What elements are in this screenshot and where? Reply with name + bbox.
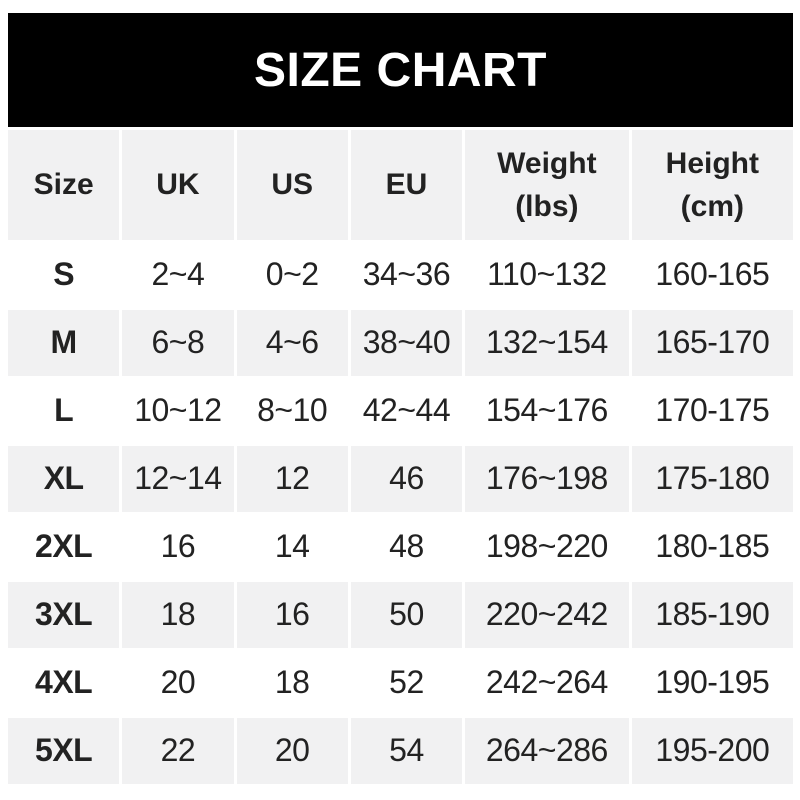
height-cell: 160-165 <box>631 242 793 308</box>
weight-cell: 154~176 <box>465 378 629 444</box>
column-header-weight-unit: (lbs) <box>515 190 579 223</box>
weight-cell: 110~132 <box>465 242 629 308</box>
size-cell: 3XL <box>8 582 120 648</box>
uk-cell: 6~8 <box>122 310 234 376</box>
weight-cell: 264~286 <box>465 718 629 784</box>
uk-cell: 22 <box>122 718 234 784</box>
eu-cell: 54 <box>350 718 463 784</box>
column-header-height-label: Height <box>665 146 759 180</box>
us-cell: 12 <box>236 446 348 512</box>
weight-cell: 198~220 <box>465 514 629 580</box>
size-cell: 5XL <box>8 718 120 784</box>
weight-cell: 176~198 <box>465 446 629 512</box>
column-header-size: Size <box>8 130 120 240</box>
size-cell: XL <box>8 446 120 512</box>
column-header-weight: Weight (lbs) <box>465 130 629 240</box>
eu-cell: 42~44 <box>350 378 463 444</box>
height-cell: 180-185 <box>631 514 793 580</box>
weight-cell: 242~264 <box>465 650 629 716</box>
height-cell: 170-175 <box>631 378 793 444</box>
table-row-4xl: 4XL 20 18 52 242~264 190-195 <box>8 650 793 716</box>
size-table: Size UK US EU Weight (lbs) Height (cm) S… <box>8 130 793 784</box>
height-cell: 185-190 <box>631 582 793 648</box>
table-header-row: Size UK US EU Weight (lbs) Height (cm) <box>8 130 793 240</box>
us-cell: 4~6 <box>236 310 348 376</box>
uk-cell: 18 <box>122 582 234 648</box>
size-cell: L <box>8 378 120 444</box>
table-row-l: L 10~12 8~10 42~44 154~176 170-175 <box>8 378 793 444</box>
weight-cell: 132~154 <box>465 310 629 376</box>
eu-cell: 34~36 <box>350 242 463 308</box>
table-row-xl: XL 12~14 12 46 176~198 175-180 <box>8 446 793 512</box>
uk-cell: 16 <box>122 514 234 580</box>
column-header-us-label: US <box>271 168 314 202</box>
uk-cell: 10~12 <box>122 378 234 444</box>
column-header-us: US <box>236 130 348 240</box>
height-cell: 165-170 <box>631 310 793 376</box>
uk-cell: 20 <box>122 650 234 716</box>
table-row-3xl: 3XL 18 16 50 220~242 185-190 <box>8 582 793 648</box>
column-header-size-label: Size <box>33 168 94 202</box>
column-header-weight-label: Weight <box>497 146 597 180</box>
uk-cell: 2~4 <box>122 242 234 308</box>
size-cell: S <box>8 242 120 308</box>
height-cell: 175-180 <box>631 446 793 512</box>
us-cell: 8~10 <box>236 378 348 444</box>
height-cell: 195-200 <box>631 718 793 784</box>
size-cell: M <box>8 310 120 376</box>
column-header-height-unit: (cm) <box>680 190 744 223</box>
table-row-s: S 2~4 0~2 34~36 110~132 160-165 <box>8 242 793 308</box>
weight-cell: 220~242 <box>465 582 629 648</box>
title-banner: SIZE CHART <box>8 13 793 127</box>
uk-cell: 12~14 <box>122 446 234 512</box>
column-header-uk: UK <box>122 130 234 240</box>
eu-cell: 50 <box>350 582 463 648</box>
us-cell: 14 <box>236 514 348 580</box>
column-header-height: Height (cm) <box>631 130 793 240</box>
column-header-eu: EU <box>350 130 463 240</box>
size-cell: 2XL <box>8 514 120 580</box>
eu-cell: 38~40 <box>350 310 463 376</box>
table-row-5xl: 5XL 22 20 54 264~286 195-200 <box>8 718 793 784</box>
eu-cell: 48 <box>350 514 463 580</box>
us-cell: 20 <box>236 718 348 784</box>
table-row-m: M 6~8 4~6 38~40 132~154 165-170 <box>8 310 793 376</box>
us-cell: 18 <box>236 650 348 716</box>
eu-cell: 52 <box>350 650 463 716</box>
table-row-2xl: 2XL 16 14 48 198~220 180-185 <box>8 514 793 580</box>
us-cell: 0~2 <box>236 242 348 308</box>
size-cell: 4XL <box>8 650 120 716</box>
column-header-eu-label: EU <box>385 168 428 202</box>
page-title: SIZE CHART <box>254 43 547 97</box>
eu-cell: 46 <box>350 446 463 512</box>
us-cell: 16 <box>236 582 348 648</box>
column-header-uk-label: UK <box>156 168 200 202</box>
height-cell: 190-195 <box>631 650 793 716</box>
